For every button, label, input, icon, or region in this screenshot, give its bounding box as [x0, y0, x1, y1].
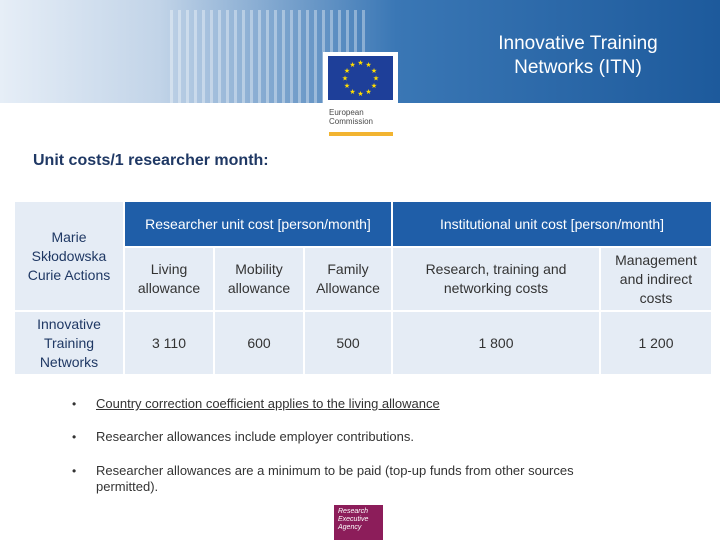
svg-text:★: ★ — [357, 59, 363, 67]
section-subtitle: Unit costs/1 researcher month: — [33, 152, 269, 169]
bullet-text: Researcher allowances include employer c… — [96, 429, 414, 444]
european-commission-logo: ★ ★ ★ ★ ★ ★ ★ ★ ★ ★ ★ ★ European Commiss… — [323, 52, 398, 138]
row-label: Innovative Training Networks — [15, 312, 123, 374]
svg-text:★: ★ — [371, 82, 377, 90]
bullet-text: Country correction coefficient applies t… — [96, 396, 440, 411]
col-header-management: Management and indirect costs — [601, 248, 711, 310]
col-header-family: Family Allowance — [305, 248, 391, 310]
col-header-living: Living allowance — [125, 248, 213, 310]
rea-logo-line2: Executive — [338, 516, 369, 523]
rea-logo-line3: Agency — [338, 524, 362, 531]
institutional-unit-cost-header: Institutional unit cost [person/month] — [393, 202, 711, 246]
col-header-mobility: Mobility allowance — [215, 248, 303, 310]
svg-text:★: ★ — [342, 75, 348, 83]
researcher-unit-cost-header: Researcher unit cost [person/month] — [125, 202, 391, 246]
svg-text:★: ★ — [365, 88, 371, 96]
value-living: 3 110 — [125, 312, 213, 374]
value-mobility: 600 — [215, 312, 303, 374]
value-management: 1 200 — [601, 312, 711, 374]
svg-text:★: ★ — [344, 67, 350, 75]
svg-text:★: ★ — [344, 82, 350, 90]
bullet-marker: • — [72, 397, 77, 411]
svg-text:★: ★ — [357, 90, 363, 98]
bullet-marker: • — [72, 464, 77, 478]
logo-accent-bar — [329, 132, 393, 136]
svg-text:★: ★ — [349, 61, 355, 69]
value-family: 500 — [305, 312, 391, 374]
svg-text:★: ★ — [371, 67, 377, 75]
row-label-header: Marie Skłodowska Curie Actions — [15, 202, 123, 310]
eu-flag-icon: ★ ★ ★ ★ ★ ★ ★ ★ ★ ★ ★ ★ — [328, 56, 393, 100]
bullet-text: Researcher allowances are a minimum to b… — [96, 463, 574, 494]
logo-text-line2: Commission — [329, 117, 374, 126]
svg-text:★: ★ — [373, 75, 379, 83]
logo-text-line1: European — [329, 108, 364, 117]
svg-text:★: ★ — [365, 61, 371, 69]
value-research: 1 800 — [393, 312, 599, 374]
bullet-marker: • — [72, 430, 77, 444]
research-executive-agency-logo: Research Executive Agency — [334, 505, 383, 540]
page-title: Innovative Training Networks (ITN) — [498, 33, 658, 78]
logo-text: European Commission — [329, 108, 373, 126]
rea-logo-line1: Research — [338, 508, 368, 515]
col-header-research: Research, training and networking costs — [393, 248, 599, 310]
svg-text:★: ★ — [349, 88, 355, 96]
unit-cost-table: Marie Skłodowska Curie Actions Researche… — [15, 202, 711, 374]
